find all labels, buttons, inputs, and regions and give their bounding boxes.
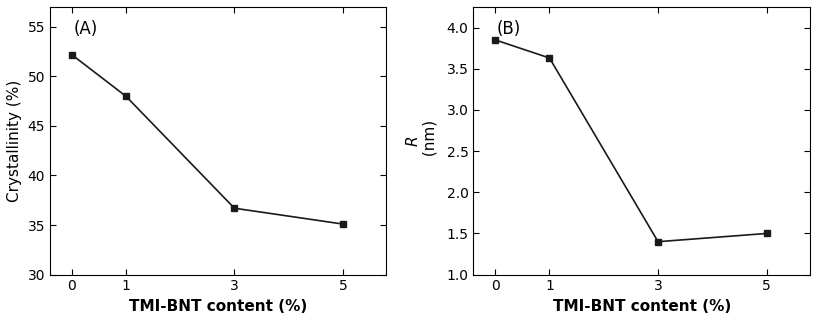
Text: (nm): (nm) bbox=[422, 120, 437, 161]
X-axis label: TMI-BNT content (%): TMI-BNT content (%) bbox=[129, 299, 307, 314]
Text: (B): (B) bbox=[497, 20, 521, 38]
Y-axis label: Crystallinity (%): Crystallinity (%) bbox=[7, 80, 22, 202]
Text: (A): (A) bbox=[74, 20, 98, 38]
X-axis label: TMI-BNT content (%): TMI-BNT content (%) bbox=[552, 299, 731, 314]
Text: R: R bbox=[405, 135, 421, 146]
